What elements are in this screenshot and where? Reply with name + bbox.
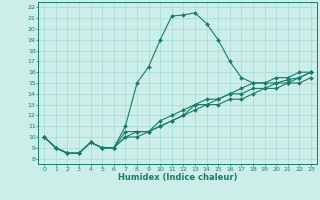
X-axis label: Humidex (Indice chaleur): Humidex (Indice chaleur) (118, 173, 237, 182)
